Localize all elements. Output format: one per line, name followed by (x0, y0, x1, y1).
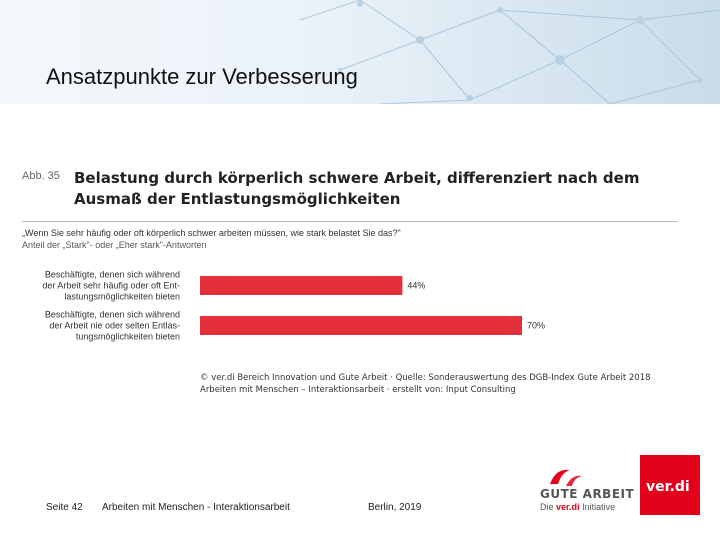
figure-title-line1: Belastung durch körperlich schwere Arbei… (74, 169, 640, 187)
category-label: Beschäftigte, denen sich während (45, 270, 180, 280)
gute-arbeit-logo: GUTE ARBEIT Die ver.di Initiative (532, 464, 636, 518)
divider (22, 221, 678, 222)
value-label: 44% (407, 281, 425, 291)
figure-label: Abb. 35 (22, 170, 60, 182)
source-line2: Arbeiten mit Menschen – Interaktionsarbe… (200, 385, 516, 395)
network-background-graphic (299, 0, 720, 104)
category-label: der Arbeit nie oder selten Entlas- (49, 321, 180, 331)
source-note: © ver.di Bereich Innovation und Gute Arb… (200, 372, 651, 396)
gute-arbeit-wordmark: GUTE ARBEIT (540, 487, 635, 501)
page-number: Seite 42 (46, 502, 83, 513)
category-label: der Arbeit sehr häufig oder oft Ent- (42, 281, 180, 291)
figure-panel: Abb. 35 Belastung durch körperlich schwe… (18, 160, 698, 410)
survey-question: „Wenn Sie sehr häufig oder oft körperlic… (22, 228, 401, 238)
footer-topic: Arbeiten mit Menschen - Interaktionsarbe… (102, 502, 290, 513)
category-label: tungsmöglichkeiten bieten (76, 332, 180, 342)
value-label: 70% (527, 321, 545, 331)
figure-title: Belastung durch körperlich schwere Arbei… (74, 168, 674, 210)
verdi-wordmark: ver.di (646, 479, 690, 495)
answer-note: Anteil der „Stark"- oder „Eher stark"-An… (22, 240, 207, 250)
category-label: Beschäftigte, denen sich während (45, 310, 180, 320)
bar (200, 276, 403, 295)
source-line1: © ver.di Bereich Innovation und Gute Arb… (200, 373, 651, 383)
gute-sub-brand: ver.di (556, 502, 580, 512)
figure-title-line2: Ausmaß der Entlastungsmöglichkeiten (74, 190, 401, 208)
gute-arbeit-swoosh-icon (550, 469, 582, 486)
gute-sub-prefix: Die (540, 502, 554, 512)
category-label: lastungsmöglichkeiten bieten (64, 292, 180, 302)
bar (200, 316, 522, 335)
slide-title: Ansatzpunkte zur Verbesserung (46, 64, 358, 89)
gute-sub-suffix: Initiative (582, 502, 616, 512)
footer-place-date: Berlin, 2019 (368, 502, 422, 513)
gute-arbeit-subline: Die ver.di Initiative (540, 502, 615, 512)
verdi-logo: ver.di (640, 455, 700, 515)
header-banner: Ansatzpunkte zur Verbesserung (0, 0, 720, 104)
